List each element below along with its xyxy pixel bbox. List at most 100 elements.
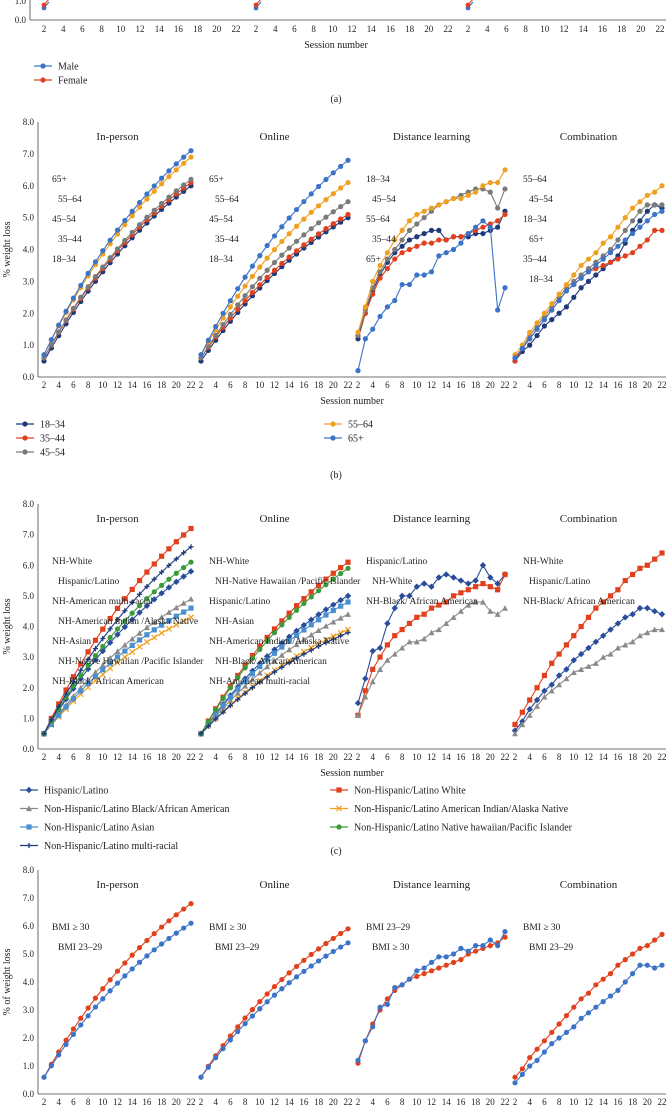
data-point	[480, 224, 486, 230]
legend-label: Non-Hispanic/Latino American Indian/Alas…	[354, 804, 569, 815]
x-tick-label: 14	[128, 380, 138, 390]
data-point	[129, 586, 135, 593]
x-tick-label: 20	[172, 380, 182, 390]
x-tick-label: 12	[113, 1097, 122, 1107]
y-tick-label: 5.0	[23, 591, 35, 601]
x-tick-label: 10	[98, 380, 108, 390]
data-point	[630, 205, 636, 211]
data-point	[173, 556, 179, 562]
data-point	[519, 1066, 525, 1072]
data-point	[316, 231, 322, 237]
data-point	[527, 697, 533, 703]
data-point	[549, 301, 555, 307]
legend-marker	[336, 787, 342, 793]
data-point	[144, 632, 150, 638]
data-point	[384, 620, 391, 627]
data-point	[541, 323, 548, 329]
data-point	[181, 160, 187, 166]
data-point	[107, 255, 113, 261]
data-point	[48, 336, 54, 343]
data-point	[337, 615, 344, 621]
data-point	[413, 583, 420, 590]
annotation-label: 35–44	[215, 235, 239, 245]
data-point	[399, 243, 405, 249]
data-point	[158, 590, 165, 597]
x-tick-label: 2	[42, 24, 47, 34]
x-tick-label: 16	[386, 24, 396, 34]
data-point	[308, 594, 314, 600]
legend-marker	[22, 435, 28, 441]
data-point	[85, 1005, 91, 1011]
data-point	[114, 968, 121, 974]
data-point	[264, 663, 271, 670]
data-point	[136, 204, 143, 210]
y-tick-label: 8.0	[23, 117, 35, 127]
data-point	[122, 222, 128, 228]
data-point	[399, 982, 405, 988]
data-point	[563, 1029, 570, 1035]
annotation-label: BMI 23–29	[215, 943, 259, 953]
data-point	[479, 599, 486, 605]
data-point	[443, 954, 449, 960]
data-point	[308, 589, 314, 595]
y-tick-label: 7.0	[23, 893, 35, 903]
data-point	[41, 731, 47, 737]
legend-marker	[26, 805, 32, 812]
x-tick-label: 22	[232, 24, 241, 34]
data-point	[100, 626, 106, 632]
data-point	[85, 284, 91, 290]
data-point	[362, 688, 368, 694]
data-point	[316, 946, 322, 952]
data-point	[107, 626, 113, 632]
data-point	[637, 224, 643, 230]
x-tick-label: 6	[228, 1097, 233, 1107]
data-point	[249, 1007, 256, 1013]
data-point	[659, 931, 665, 938]
data-point	[114, 626, 121, 632]
data-point	[428, 968, 435, 974]
data-point	[592, 638, 600, 646]
data-point	[249, 284, 256, 290]
data-point	[563, 1013, 570, 1019]
x-tick-label: 18	[628, 752, 638, 762]
data-point	[144, 196, 150, 202]
data-point	[166, 576, 172, 582]
x-tick-label: 8	[400, 1097, 405, 1107]
annotation-label: 55–64	[523, 175, 547, 185]
data-point	[293, 632, 300, 639]
data-point	[308, 631, 315, 638]
data-point	[600, 256, 606, 262]
data-point	[159, 181, 165, 187]
data-point	[428, 959, 435, 966]
data-point	[534, 685, 540, 691]
data-point	[301, 957, 307, 963]
data-point	[502, 211, 508, 218]
data-point	[370, 666, 376, 672]
data-point	[300, 636, 307, 643]
data-point	[458, 195, 464, 202]
data-point	[428, 605, 435, 611]
data-point	[428, 205, 435, 211]
x-tick-label: 4	[273, 24, 278, 34]
data-point	[188, 595, 194, 602]
data-point	[414, 272, 420, 278]
data-point	[652, 211, 658, 218]
data-point	[308, 226, 314, 232]
annotation-label: NH-Black/ African American	[52, 676, 164, 687]
data-point	[257, 998, 263, 1005]
x-tick-label: 12	[584, 1097, 593, 1107]
data-point	[173, 578, 180, 586]
x-tick-label: 4	[370, 752, 375, 762]
data-point	[563, 675, 570, 682]
annotation-label: 65+	[529, 235, 544, 245]
x-tick-label: 10	[412, 1097, 422, 1107]
x-axis-title: Session number	[320, 768, 384, 779]
data-point	[556, 291, 562, 297]
data-point	[593, 1004, 599, 1010]
data-point	[286, 614, 292, 621]
data-point	[308, 209, 314, 215]
data-point	[330, 221, 336, 227]
data-point	[630, 571, 636, 578]
data-point	[443, 199, 449, 205]
data-point	[129, 599, 135, 605]
